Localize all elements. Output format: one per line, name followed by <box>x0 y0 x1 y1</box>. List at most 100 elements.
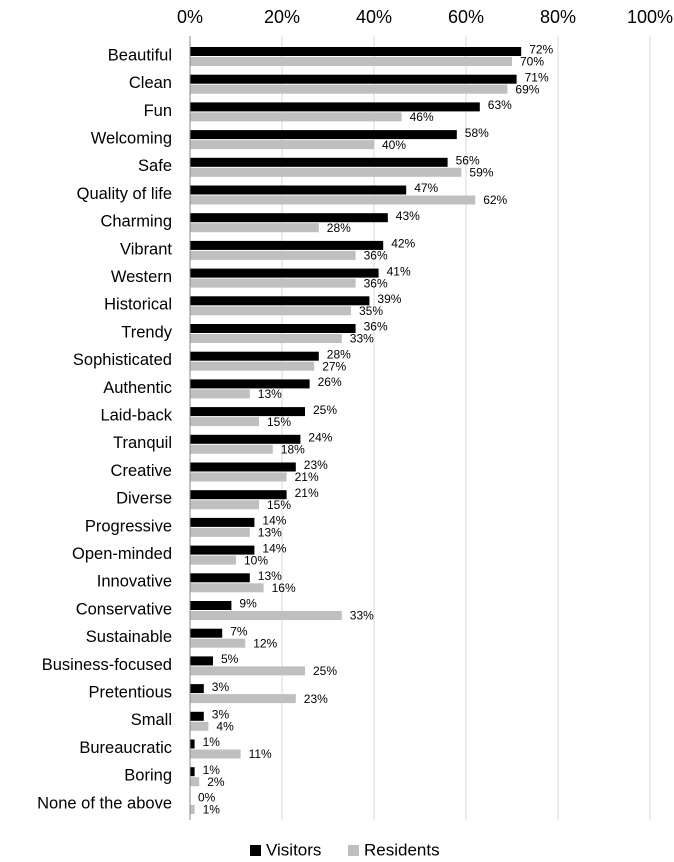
bar <box>190 167 462 177</box>
category-label: Historical <box>104 296 172 314</box>
x-tick-label: 40% <box>356 7 392 27</box>
bar <box>190 296 370 306</box>
value-label: 25% <box>313 403 337 417</box>
value-label: 13% <box>258 387 282 401</box>
value-label: 33% <box>350 332 374 346</box>
category-label: Authentic <box>103 379 172 397</box>
value-label: 21% <box>295 486 319 500</box>
bar <box>190 767 195 777</box>
value-label: 26% <box>318 375 342 389</box>
value-label: 39% <box>377 292 401 306</box>
value-label: 5% <box>221 652 239 666</box>
bar <box>190 527 250 537</box>
bar <box>190 250 356 260</box>
value-label: 33% <box>350 609 374 623</box>
value-label: 40% <box>382 138 406 152</box>
bar <box>190 472 287 482</box>
bar <box>190 268 379 278</box>
bar <box>190 351 319 361</box>
category-label: Boring <box>124 767 172 785</box>
bar <box>190 694 296 704</box>
category-label: Charming <box>100 213 172 231</box>
bar <box>190 223 319 233</box>
bar <box>190 324 356 333</box>
value-label: 28% <box>327 347 351 361</box>
value-label: 1% <box>203 763 221 777</box>
category-label: Vibrant <box>120 240 172 258</box>
bar <box>190 157 448 167</box>
category-label: Clean <box>129 74 172 92</box>
bar <box>190 684 204 694</box>
bar <box>190 334 342 343</box>
category-label: Western <box>111 268 172 286</box>
category-label: Quality of life <box>77 185 172 203</box>
bar <box>190 500 259 510</box>
category-label: Pretentious <box>89 683 172 701</box>
bar <box>190 417 259 427</box>
value-label: 15% <box>267 415 291 429</box>
category-label: Creative <box>111 462 172 480</box>
value-label: 16% <box>272 581 296 595</box>
value-label: 36% <box>364 249 388 263</box>
bar <box>190 628 223 638</box>
bar <box>190 638 246 648</box>
value-label: 36% <box>364 276 388 290</box>
value-label: 56% <box>456 153 480 167</box>
value-label: 12% <box>253 636 277 650</box>
category-label: Safe <box>138 157 172 175</box>
bar <box>190 240 384 250</box>
value-label: 7% <box>230 624 248 638</box>
x-tick-label: 20% <box>264 7 300 27</box>
bar <box>190 140 374 150</box>
legend-swatch <box>348 845 359 856</box>
value-label: 14% <box>262 541 286 555</box>
value-label: 18% <box>281 442 305 456</box>
bar <box>190 195 476 205</box>
bar <box>190 213 388 223</box>
bar <box>190 555 236 565</box>
category-label: Laid-back <box>100 406 172 424</box>
bar <box>190 490 287 500</box>
value-label: 70% <box>520 55 544 69</box>
x-tick-label: 60% <box>448 7 484 27</box>
legend-swatch <box>250 845 261 856</box>
bar <box>190 444 273 454</box>
value-label: 28% <box>327 221 351 235</box>
bar <box>190 57 512 66</box>
bar <box>190 130 457 140</box>
value-label: 3% <box>212 707 230 721</box>
category-label: Trendy <box>121 323 172 341</box>
value-label: 59% <box>469 165 493 179</box>
bar <box>190 611 342 620</box>
value-label: 23% <box>304 692 328 706</box>
bar <box>190 749 241 759</box>
value-label: 63% <box>488 98 512 112</box>
bar <box>190 804 195 814</box>
bar <box>190 185 407 195</box>
category-label: Open-minded <box>72 545 172 563</box>
value-label: 13% <box>258 569 282 583</box>
bar <box>190 777 200 787</box>
bar <box>190 407 305 417</box>
value-label: 15% <box>267 498 291 512</box>
value-label: 3% <box>212 680 230 694</box>
category-label: Diverse <box>116 490 172 508</box>
legend-label: Residents <box>364 840 440 859</box>
category-label: Progressive <box>85 517 172 535</box>
value-label: 11% <box>249 747 272 761</box>
value-label: 4% <box>216 719 234 733</box>
bar <box>190 379 310 389</box>
category-label: Fun <box>144 102 172 120</box>
value-label: 13% <box>258 526 282 540</box>
value-label: 27% <box>322 359 346 373</box>
category-label: Beautiful <box>108 46 172 64</box>
category-label: Sophisticated <box>73 351 172 369</box>
bar <box>190 74 517 84</box>
bar <box>190 656 213 666</box>
bar <box>190 601 232 610</box>
bar <box>190 583 264 593</box>
value-label: 1% <box>203 803 221 817</box>
value-label: 9% <box>239 597 257 611</box>
bar <box>190 517 255 527</box>
bar <box>190 102 480 112</box>
